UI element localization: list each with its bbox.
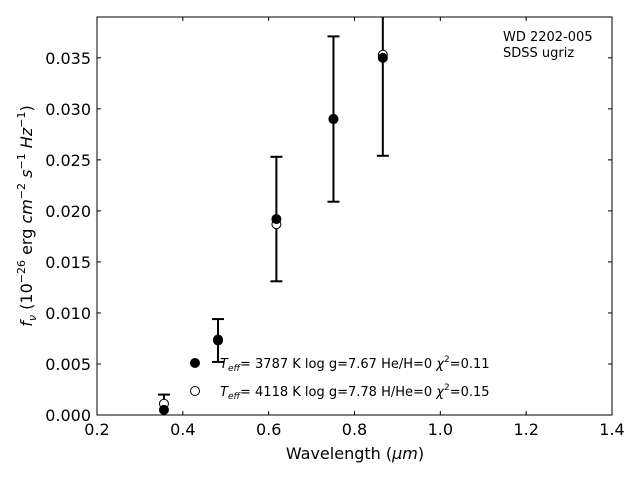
legend-entry-1: Teff= 3787 K log g=7.67 He/H=0 χ2=0.11: [220, 355, 490, 374]
model-point-filled: [328, 114, 339, 125]
model-point-filled: [377, 52, 388, 63]
legend-marker-open: [190, 386, 200, 396]
x-axis-label: Wavelength (μm): [286, 444, 424, 463]
model-point-filled: [271, 214, 282, 225]
y-tick-label: 0.010: [45, 304, 91, 323]
x-tick-label: 0.4: [170, 420, 195, 439]
annotation-survey: SDSS ugriz: [503, 46, 574, 61]
annotation-object: WD 2202-005: [503, 30, 593, 45]
legend-marker-filled: [190, 358, 200, 368]
x-tick-label: 0.6: [256, 420, 281, 439]
y-axis-ticks: 0.000 0.005 0.010 0.015 0.020 0.025 0.030 0.035: [45, 49, 612, 425]
x-tick-label: 1.4: [599, 420, 624, 439]
y-tick-label: 0.030: [45, 100, 91, 119]
y-axis-label: fν (10−26 erg cm−2 s−1 Hz−1): [15, 105, 39, 326]
legend-entry-2: Teff= 4118 K log g=7.78 H/He=0 χ2=0.15: [220, 383, 490, 402]
y-tick-label: 0.020: [45, 202, 91, 221]
x-tick-label: 0.2: [84, 420, 109, 439]
x-axis-ticks: 0.2 0.4 0.6 0.8 1.0 1.2 1.4: [84, 17, 625, 439]
x-tick-label: 1.0: [428, 420, 453, 439]
model-point-filled: [213, 335, 224, 346]
model-point-filled: [158, 404, 169, 415]
plot-frame: [96, 16, 613, 416]
y-tick-label: 0.035: [45, 49, 91, 68]
x-tick-label: 0.8: [342, 420, 367, 439]
x-tick-label: 1.2: [513, 420, 538, 439]
y-tick-label: 0.015: [45, 253, 91, 272]
y-tick-label: 0.005: [45, 355, 91, 374]
y-tick-label: 0.000: [45, 406, 91, 425]
y-tick-label: 0.025: [45, 151, 91, 170]
legend: Teff= 3787 K log g=7.67 He/H=0 χ2=0.11 T…: [190, 355, 490, 402]
data-points: [158, 49, 388, 415]
